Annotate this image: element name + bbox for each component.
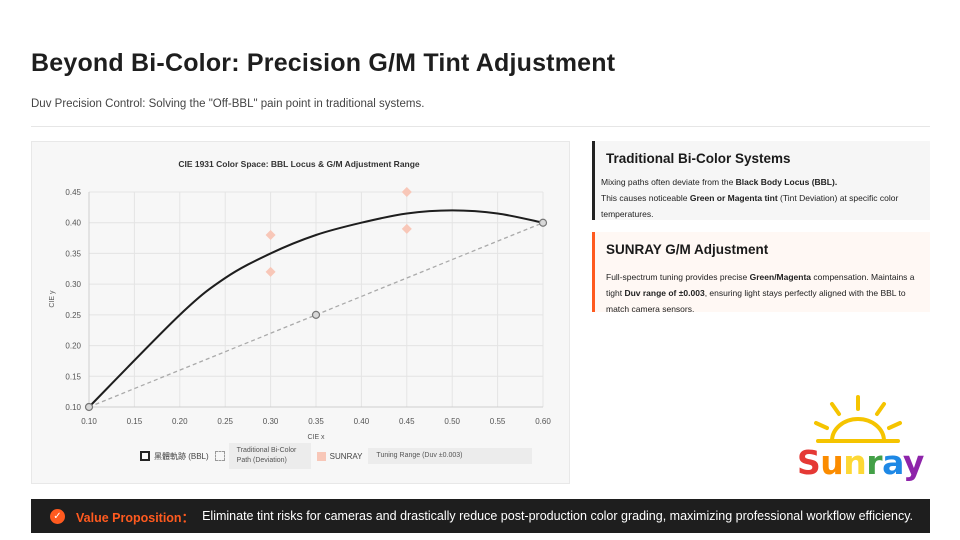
page-title: Beyond Bi-Color: Precision G/M Tint Adju… (31, 49, 616, 77)
chart-legend: 黑體軌跡 (BBL) Traditional Bi-Color Path (De… (140, 443, 538, 469)
y-tick-label: 0.30 (65, 280, 81, 289)
sunray-wordmark: Sunray (797, 443, 924, 482)
y-tick-label: 0.40 (65, 219, 81, 228)
traditional-panel-body: Mixing paths often deviate from the Blac… (601, 174, 919, 222)
y-tick-labels: 0.10 0.15 0.20 0.25 0.30 0.35 0.40 0.45 (65, 188, 81, 412)
y-tick-label: 0.15 (65, 372, 81, 381)
traditional-panel: Traditional Bi-Color Systems Mixing path… (592, 141, 930, 220)
y-tick-label: 0.25 (65, 311, 81, 320)
text-span: (Tint Deviation) at specific color tempe… (601, 193, 899, 219)
x-tick-label: 0.20 (172, 417, 188, 426)
sunray-point (401, 223, 412, 234)
text-bold: Green/Magenta (749, 272, 812, 282)
logo-letter: u (820, 443, 844, 482)
value-proposition-text: Eliminate tint risks for cameras and dra… (202, 509, 914, 523)
sunray-point (401, 187, 412, 197)
logo-letter: y (902, 443, 925, 482)
x-tick-label: 0.35 (308, 417, 324, 426)
value-proposition-bar: ✓ Value Proposition： Eliminate tint risk… (31, 499, 930, 533)
logo-letter: a (882, 443, 903, 482)
check-circle-icon: ✓ (50, 508, 65, 524)
page-subtitle: Duv Precision Control: Solving the "Off-… (31, 98, 425, 110)
chart-series (84, 187, 548, 412)
legend-label-sunray: SUNRAY (329, 451, 363, 461)
traditional-path-line (88, 222, 544, 408)
traditional-path-point (311, 310, 321, 319)
header-divider (31, 126, 930, 127)
y-tick-label: 0.35 (65, 249, 81, 258)
text-span: Full-spectrum tuning provides precise (606, 272, 750, 282)
x-tick-label: 0.40 (354, 417, 370, 426)
legend-label-tuning: Tuning Range (Duv ±0.003) (368, 448, 533, 464)
x-tick-label: 0.60 (535, 417, 551, 426)
sun-icon (814, 395, 902, 443)
x-tick-label: 0.25 (217, 417, 233, 426)
y-tick-label: 0.20 (65, 342, 81, 351)
value-proposition-label: Value Proposition： (76, 510, 195, 525)
x-tick-labels: 0.10 0.15 0.20 0.25 0.30 0.35 0.40 0.45 0.50 0.55… (81, 417, 551, 426)
x-tick-label: 0.45 (399, 417, 415, 426)
legend-item-traditional: Traditional Bi-Color Path (Deviation) (214, 443, 311, 469)
logo-letter: S (797, 443, 821, 482)
legend-label-bbl: 黑體軌跡 (BBL) (154, 451, 209, 461)
text-bold: Duv range of ±0.003 (624, 288, 705, 298)
text-span: This causes noticeable (601, 193, 690, 203)
traditional-path-point (538, 218, 548, 227)
logo-letter: r (866, 443, 883, 482)
bbl-locus-line (88, 209, 544, 408)
traditional-panel-title: Traditional Bi-Color Systems (606, 151, 791, 166)
text-span: Mixing paths often deviate from the (601, 177, 736, 187)
chart-card: CIE 1931 Color Space: BBL Locus & G/M Ad… (31, 141, 570, 484)
sunray-point (265, 266, 276, 277)
y-axis-label: CIE y (49, 290, 56, 308)
text-bold: Green or Magenta tint (689, 193, 778, 203)
chart-grid (88, 191, 544, 408)
logo-letter: n (843, 443, 867, 482)
cie-chart: CIE 1931 Color Space: BBL Locus & G/M Ad… (49, 159, 551, 441)
legend-swatch-bbl (140, 451, 150, 461)
sunray-panel: SUNRAY G/M Adjustment Full-spectrum tuni… (592, 232, 930, 314)
sunray-point (265, 230, 276, 240)
sunray-logo: Sunray (794, 391, 924, 483)
chart-title: CIE 1931 Color Space: BBL Locus & G/M Ad… (178, 159, 420, 169)
text-span: , ensuring light stays perfectly aligned… (606, 288, 906, 314)
legend-swatch-traditional (214, 451, 225, 461)
y-tick-label: 0.45 (65, 188, 81, 197)
legend-item-bbl: 黑體軌跡 (BBL) (140, 451, 209, 462)
x-tick-label: 0.15 (127, 417, 143, 426)
sunray-panel-body: Full-spectrum tuning provides precise Gr… (606, 269, 922, 317)
text-bold: Black Body Locus (BBL). (735, 177, 838, 187)
text-span: compensation. Maintains a tight (606, 272, 915, 298)
x-tick-label: 0.50 (444, 417, 460, 426)
legend-item-sunray: SUNRAY (316, 451, 363, 461)
x-axis-label: CIE x (307, 434, 325, 441)
legend-swatch-sunray (316, 451, 326, 461)
x-tick-label: 0.55 (490, 417, 506, 426)
y-tick-label: 0.10 (65, 403, 81, 412)
traditional-path-point (84, 402, 94, 412)
legend-label-traditional: Traditional Bi-Color Path (Deviation) (228, 443, 311, 469)
legend-item-tuning: Tuning Range (Duv ±0.003) (368, 448, 533, 464)
x-tick-label: 0.10 (81, 417, 97, 426)
x-tick-label: 0.30 (263, 417, 279, 426)
sunray-panel-title: SUNRAY G/M Adjustment (606, 242, 769, 257)
